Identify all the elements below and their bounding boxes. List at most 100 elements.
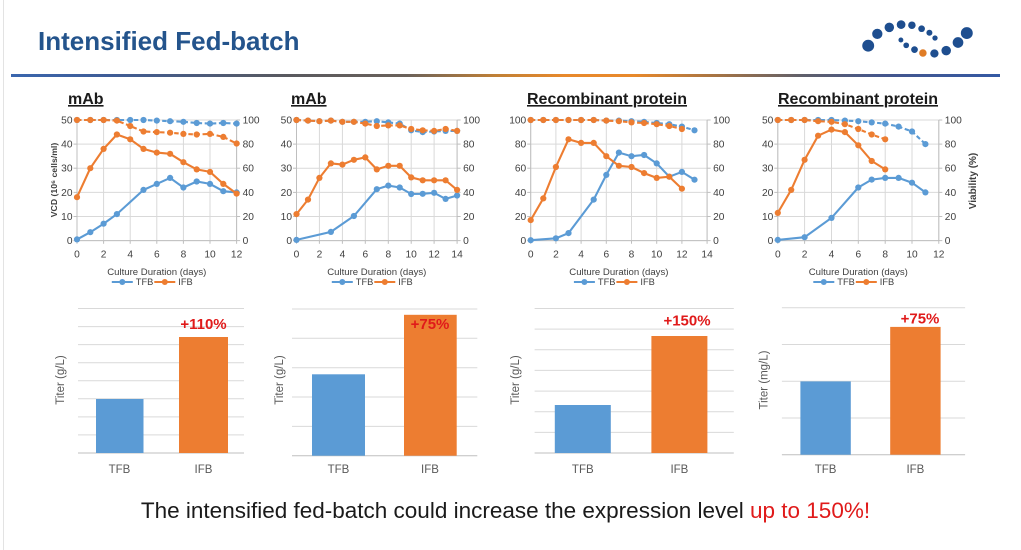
svg-text:100: 100 xyxy=(945,116,962,127)
svg-text:100: 100 xyxy=(463,116,480,127)
svg-text:0: 0 xyxy=(945,236,951,247)
svg-text:IFB: IFB xyxy=(178,277,192,287)
svg-text:TFB: TFB xyxy=(815,464,837,476)
svg-text:10: 10 xyxy=(204,250,216,261)
svg-text:80: 80 xyxy=(243,140,255,151)
svg-text:10: 10 xyxy=(281,212,293,223)
svg-text:12: 12 xyxy=(676,250,688,261)
svg-text:8: 8 xyxy=(882,250,888,261)
svg-text:0: 0 xyxy=(521,236,527,247)
svg-text:Culture Duration (days): Culture Duration (days) xyxy=(107,267,206,278)
svg-text:20: 20 xyxy=(281,188,293,199)
svg-text:20: 20 xyxy=(945,212,957,223)
svg-text:40: 40 xyxy=(713,188,725,199)
svg-text:IFB: IFB xyxy=(421,464,439,476)
svg-text:Recombinant protein: Recombinant protein xyxy=(527,91,687,108)
svg-text:40: 40 xyxy=(281,140,293,151)
svg-text:80: 80 xyxy=(713,140,725,151)
svg-text:Titer (mg/L): Titer (mg/L) xyxy=(759,350,771,409)
svg-text:Culture Duration (days): Culture Duration (days) xyxy=(569,267,668,278)
svg-text:Culture Duration (days): Culture Duration (days) xyxy=(327,267,426,278)
svg-text:TFB: TFB xyxy=(572,464,594,476)
svg-text:0: 0 xyxy=(775,250,781,261)
svg-text:Recombinant protein: Recombinant protein xyxy=(778,91,938,108)
svg-text:mAb: mAb xyxy=(68,91,104,108)
svg-text:60: 60 xyxy=(713,164,725,175)
svg-text:80: 80 xyxy=(945,140,957,151)
svg-text:50: 50 xyxy=(281,116,293,127)
svg-text:+75%: +75% xyxy=(901,311,940,328)
svg-text:60: 60 xyxy=(515,164,527,175)
svg-text:mAb: mAb xyxy=(291,91,327,108)
svg-text:50: 50 xyxy=(61,116,73,127)
svg-text:10: 10 xyxy=(906,250,918,261)
svg-text:10: 10 xyxy=(406,250,418,261)
svg-text:30: 30 xyxy=(281,164,293,175)
svg-text:12: 12 xyxy=(933,250,945,261)
svg-text:8: 8 xyxy=(629,250,635,261)
svg-text:2: 2 xyxy=(553,250,559,261)
svg-text:TFB: TFB xyxy=(136,277,154,287)
svg-text:TFB: TFB xyxy=(328,464,350,476)
svg-text:20: 20 xyxy=(61,188,73,199)
svg-text:8: 8 xyxy=(181,250,187,261)
svg-text:80: 80 xyxy=(515,140,527,151)
svg-text:30: 30 xyxy=(61,164,73,175)
svg-text:40: 40 xyxy=(243,188,255,199)
svg-text:20: 20 xyxy=(713,212,725,223)
svg-text:100: 100 xyxy=(713,116,730,127)
svg-text:4: 4 xyxy=(127,250,133,261)
svg-text:Titer (g/L): Titer (g/L) xyxy=(274,355,286,405)
svg-text:14: 14 xyxy=(451,250,463,261)
svg-text:20: 20 xyxy=(463,212,475,223)
svg-text:TFB: TFB xyxy=(837,277,855,287)
svg-text:IFB: IFB xyxy=(398,277,412,287)
svg-text:10: 10 xyxy=(61,212,73,223)
svg-text:VCD (10⁶ cells/ml): VCD (10⁶ cells/ml) xyxy=(49,143,59,218)
svg-text:+150%: +150% xyxy=(663,313,710,330)
svg-text:8: 8 xyxy=(385,250,391,261)
svg-text:0: 0 xyxy=(713,236,719,247)
svg-text:TFB: TFB xyxy=(598,277,616,287)
svg-text:0: 0 xyxy=(768,236,774,247)
svg-text:40: 40 xyxy=(515,188,527,199)
svg-text:+110%: +110% xyxy=(180,316,226,333)
svg-text:20: 20 xyxy=(515,212,527,223)
svg-text:60: 60 xyxy=(945,164,957,175)
svg-text:80: 80 xyxy=(463,140,475,151)
svg-text:IFB: IFB xyxy=(670,464,688,476)
svg-text:60: 60 xyxy=(243,164,255,175)
svg-text:Titer (g/L): Titer (g/L) xyxy=(55,355,67,405)
svg-text:0: 0 xyxy=(528,250,534,261)
svg-text:20: 20 xyxy=(243,212,255,223)
svg-text:40: 40 xyxy=(945,188,957,199)
svg-text:+75%: +75% xyxy=(411,316,450,333)
svg-text:12: 12 xyxy=(428,250,440,261)
svg-text:40: 40 xyxy=(463,188,475,199)
svg-text:4: 4 xyxy=(829,250,835,261)
svg-text:0: 0 xyxy=(74,250,80,261)
svg-text:Titer (g/L): Titer (g/L) xyxy=(510,355,522,405)
svg-text:6: 6 xyxy=(362,250,368,261)
svg-text:4: 4 xyxy=(578,250,584,261)
svg-text:6: 6 xyxy=(154,250,160,261)
svg-text:100: 100 xyxy=(509,116,526,127)
svg-text:TFB: TFB xyxy=(356,277,374,287)
svg-text:IFB: IFB xyxy=(906,464,924,476)
svg-text:2: 2 xyxy=(101,250,107,261)
svg-text:IFB: IFB xyxy=(640,277,654,287)
svg-text:100: 100 xyxy=(243,116,260,127)
svg-text:50: 50 xyxy=(762,116,774,127)
svg-text:40: 40 xyxy=(762,140,774,151)
svg-text:2: 2 xyxy=(802,250,808,261)
svg-text:60: 60 xyxy=(463,164,475,175)
svg-text:10: 10 xyxy=(651,250,663,261)
svg-text:14: 14 xyxy=(701,250,713,261)
svg-text:40: 40 xyxy=(61,140,73,151)
svg-text:0: 0 xyxy=(67,236,73,247)
svg-text:4: 4 xyxy=(340,250,346,261)
svg-text:TFB: TFB xyxy=(109,464,131,476)
svg-text:IFB: IFB xyxy=(880,277,894,287)
svg-text:12: 12 xyxy=(231,250,243,261)
svg-text:Culture Duration (days): Culture Duration (days) xyxy=(809,267,908,278)
